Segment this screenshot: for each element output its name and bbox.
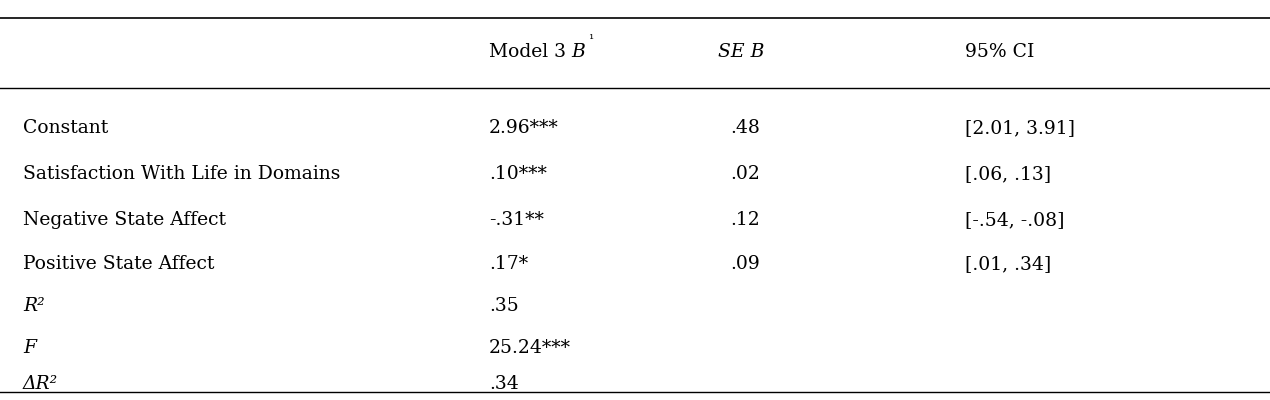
Text: Positive State Affect: Positive State Affect <box>23 255 215 273</box>
Text: F: F <box>23 339 36 357</box>
Text: 2.96***: 2.96*** <box>489 119 559 137</box>
Text: Negative State Affect: Negative State Affect <box>23 211 226 229</box>
Text: .09: .09 <box>730 255 759 273</box>
Text: [2.01, 3.91]: [2.01, 3.91] <box>965 119 1076 137</box>
Text: ¹: ¹ <box>588 33 593 46</box>
Text: -.31**: -.31** <box>489 211 544 229</box>
Text: ΔR²: ΔR² <box>23 375 58 393</box>
Text: .48: .48 <box>730 119 761 137</box>
Text: Constant: Constant <box>23 119 108 137</box>
Text: .12: .12 <box>730 211 759 229</box>
Text: .17*: .17* <box>489 255 528 273</box>
Text: [.06, .13]: [.06, .13] <box>965 165 1052 183</box>
Text: .34: .34 <box>489 375 518 393</box>
Text: 95% CI: 95% CI <box>965 43 1035 61</box>
Text: 25.24***: 25.24*** <box>489 339 572 357</box>
Text: .35: .35 <box>489 297 518 315</box>
Text: Satisfaction With Life in Domains: Satisfaction With Life in Domains <box>23 165 340 183</box>
Text: B: B <box>572 43 585 61</box>
Text: .10***: .10*** <box>489 165 547 183</box>
Text: R²: R² <box>23 297 44 315</box>
Text: .02: .02 <box>730 165 761 183</box>
Text: [-.54, -.08]: [-.54, -.08] <box>965 211 1064 229</box>
Text: [.01, .34]: [.01, .34] <box>965 255 1052 273</box>
Text: Model 3: Model 3 <box>489 43 572 61</box>
Text: SE B: SE B <box>718 43 765 61</box>
